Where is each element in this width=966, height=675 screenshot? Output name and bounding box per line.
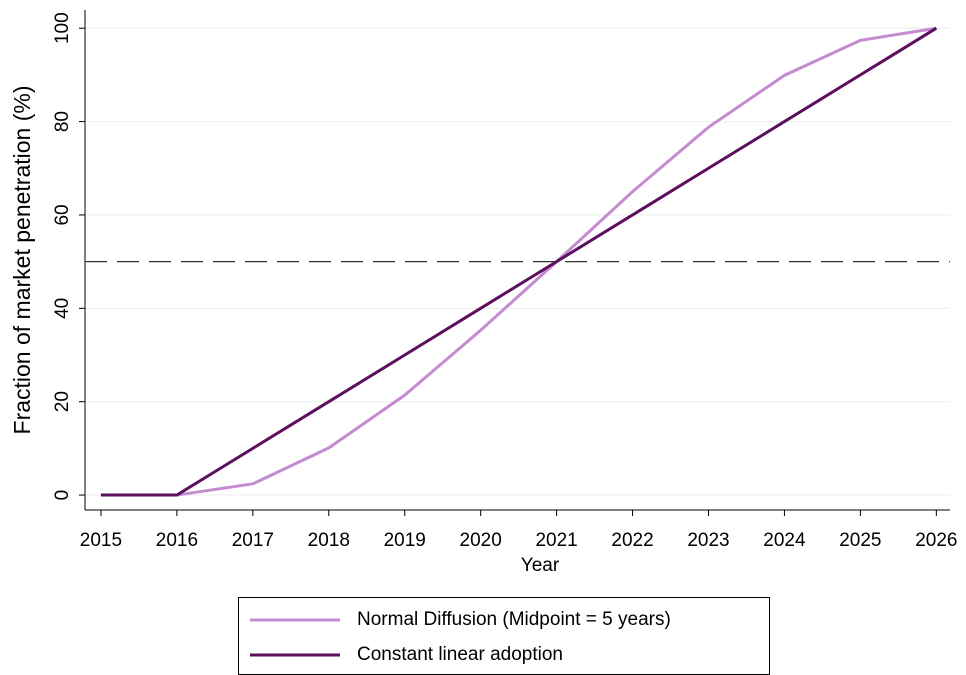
y-tick-label: 0 [52, 490, 73, 501]
y-tick-label: 60 [52, 204, 73, 225]
legend-label: Normal Diffusion (Midpoint = 5 years) [357, 609, 671, 630]
x-tick-label: 2016 [156, 530, 198, 551]
series-line [100, 26, 938, 497]
y-tick-label: 80 [52, 111, 73, 132]
x-tick-label: 2020 [460, 530, 502, 551]
legend-label: Constant linear adoption [357, 644, 563, 665]
x-tick-label: 2019 [384, 530, 426, 551]
x-tick-label: 2021 [535, 530, 577, 551]
x-tick-label: 2018 [308, 530, 350, 551]
x-axis-label: Year [521, 555, 560, 576]
y-tick-label: 40 [52, 298, 73, 319]
x-tick-label: 2015 [80, 530, 122, 551]
x-tick-label: 2024 [763, 530, 806, 551]
x-tick-label: 2022 [611, 530, 653, 551]
y-tick-label: 100 [52, 12, 73, 44]
series-line [100, 26, 937, 497]
x-tick-label: 2025 [839, 530, 881, 551]
x-tick-label: 2017 [232, 530, 274, 551]
y-tick-label: 20 [52, 391, 73, 412]
legend-box [238, 597, 770, 675]
x-tick-label: 2026 [915, 530, 957, 551]
y-axis-label: Fraction of market penetration (%) [9, 86, 35, 435]
x-tick-label: 2023 [687, 530, 729, 551]
